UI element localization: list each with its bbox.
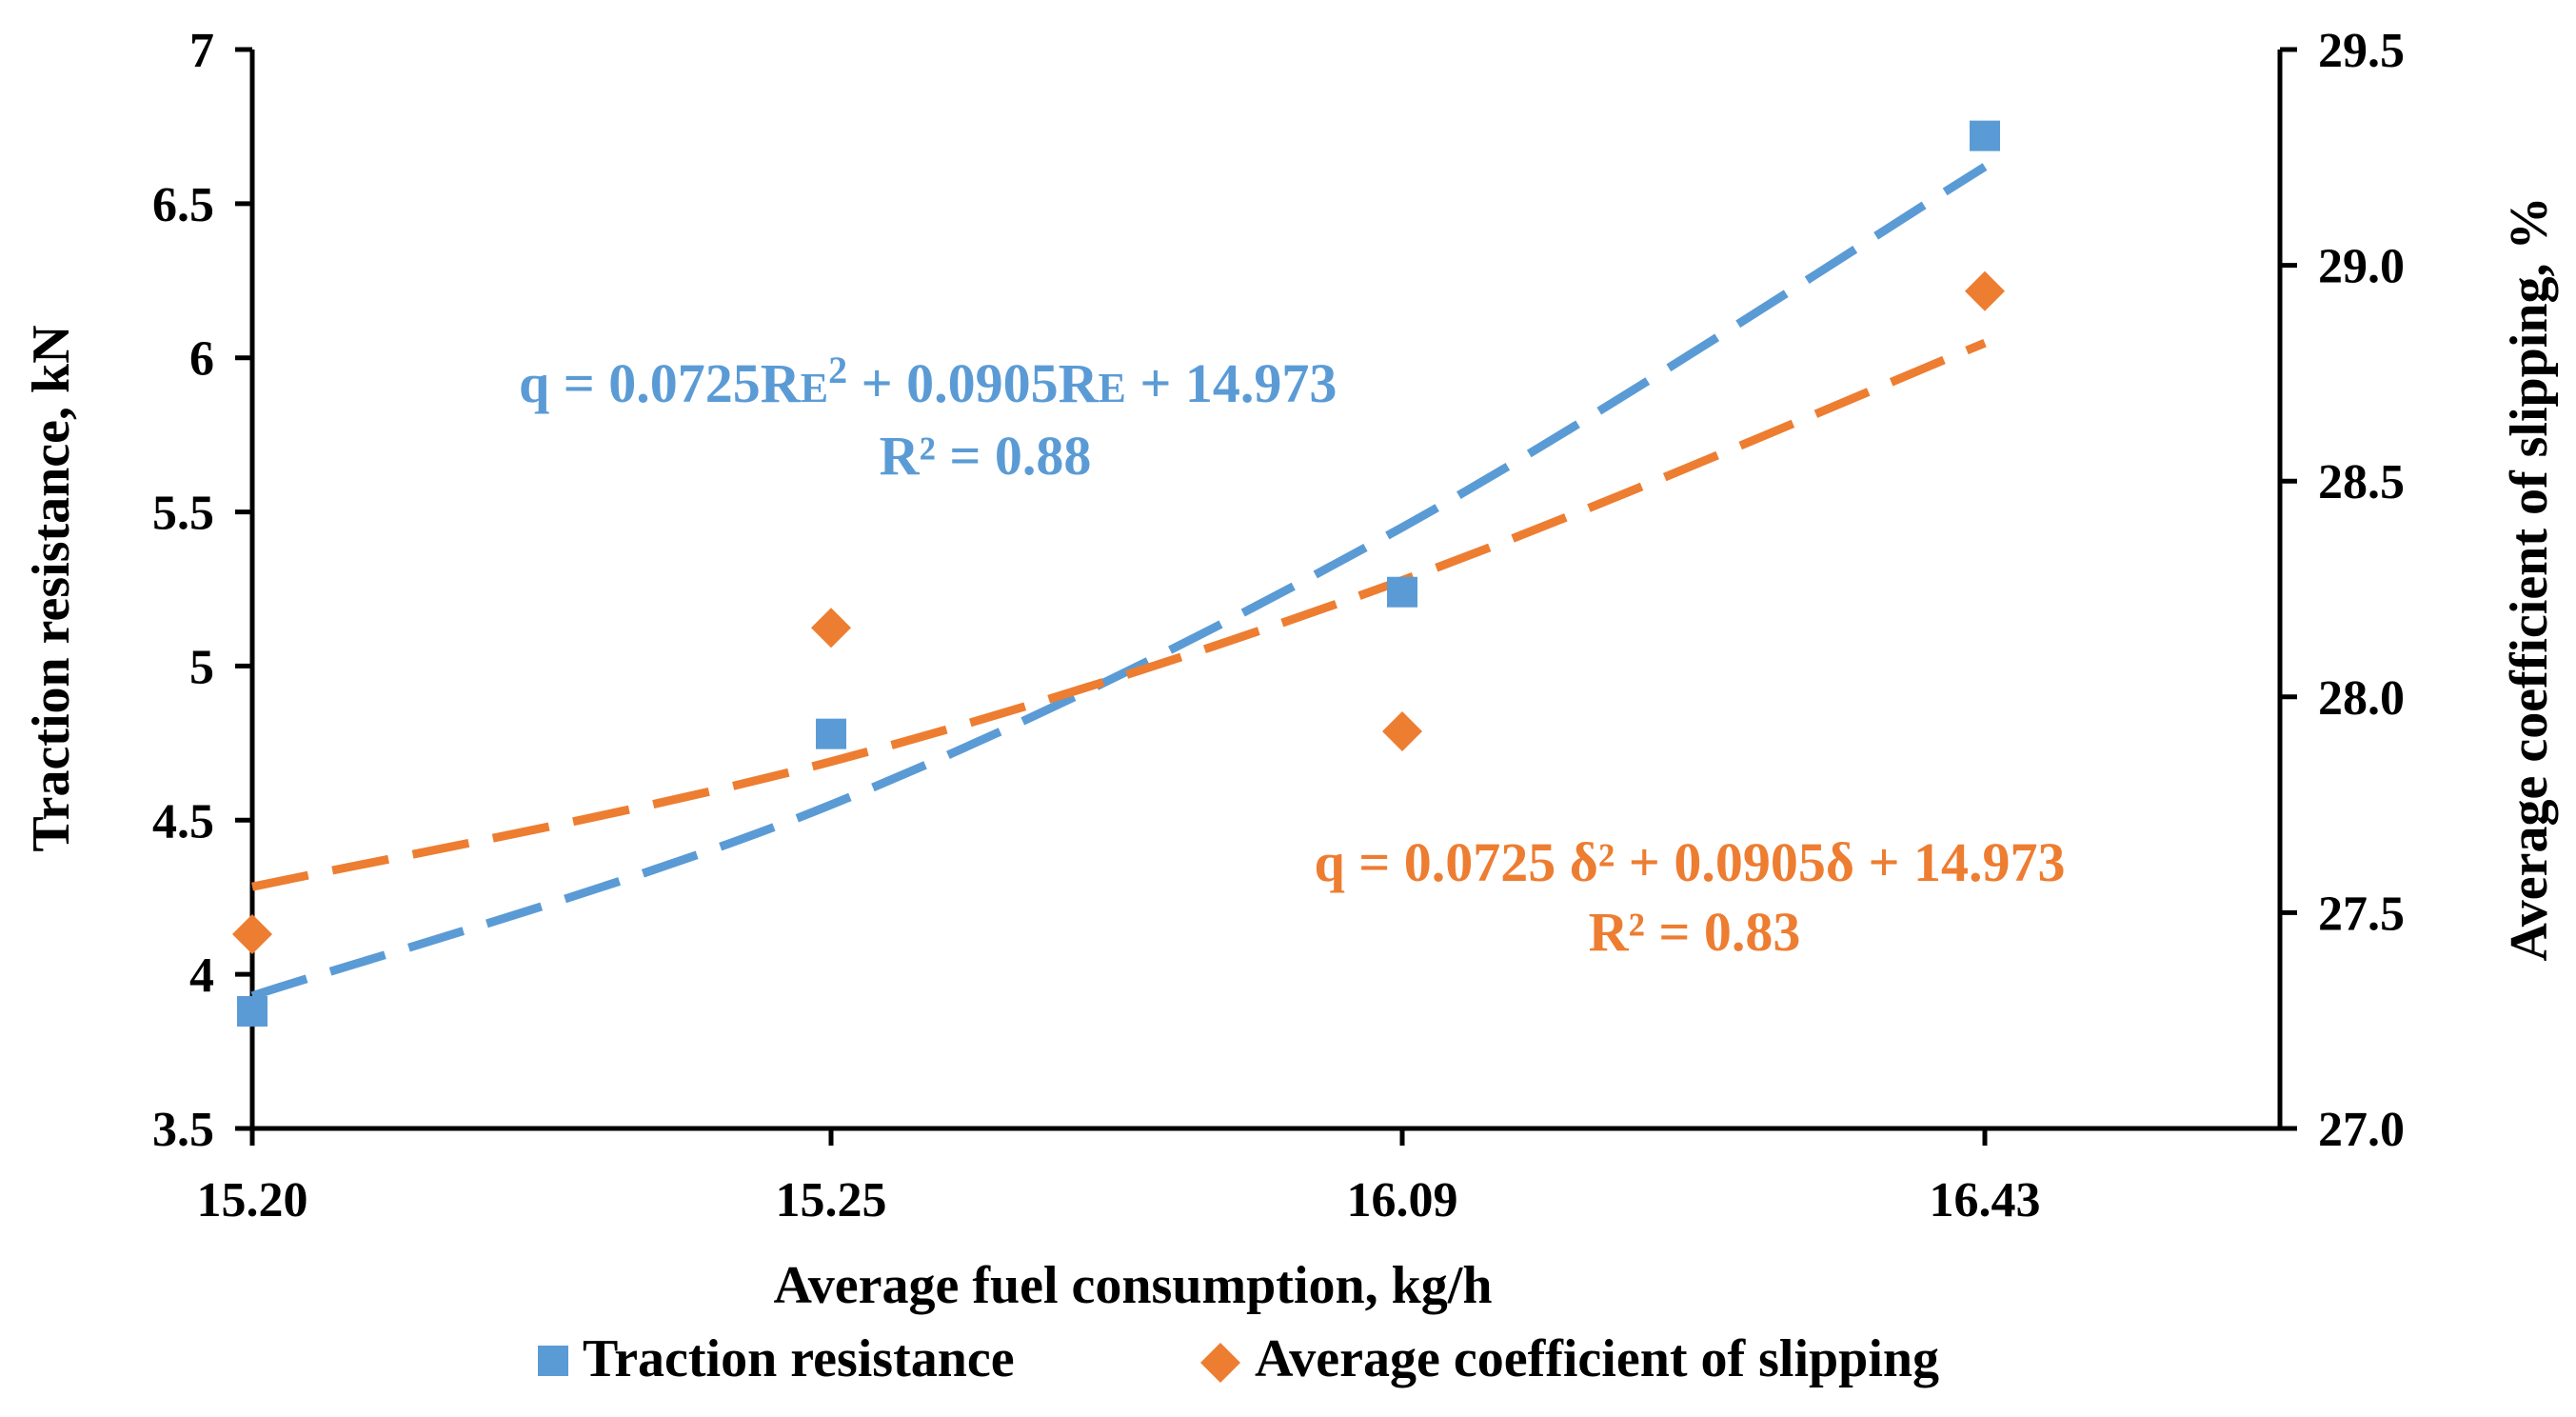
right-tick-label: 28.5 [2318,455,2405,509]
traction-equation-part2: + 0.0905R [847,352,1100,414]
traction-point [1970,120,2000,151]
legend-traction-marker [538,1346,568,1376]
left-tick-label: 6.5 [152,178,214,232]
x-tick-label: 15.20 [197,1173,308,1227]
legend-slipping-label: Average coefficient of slipping [1255,1329,1939,1388]
slipping-point [1965,270,2005,311]
right-tick-label: 27.0 [2318,1103,2405,1157]
traction-equation-sub1: E [801,365,828,411]
slipping-equation: q = 0.0725 δ² + 0.0905δ + 14.973 [1314,831,2065,893]
right-tick-label: 28.0 [2318,671,2405,726]
traction-equation-part1: q = 0.0725R [519,352,802,414]
right-tick-label: 29.0 [2318,240,2405,294]
left-y-ticks: 3.5 4 4.5 5 5.5 6 6.5 7 [152,24,252,1157]
x-ticks: 15.20 15.25 16.09 16.43 [197,1128,2041,1227]
trend-lines [250,163,1988,1001]
traction-point [237,995,268,1027]
traction-equation-sub2: E [1099,365,1126,411]
legend-traction-label: Traction resistance [583,1329,1015,1388]
left-tick-label: 5 [189,640,214,694]
left-y-axis-title: Traction resistance, kN [22,325,81,851]
x-tick-label: 16.09 [1347,1173,1458,1227]
slipping-point [1382,711,1422,752]
traction-point [1387,576,1417,608]
left-tick-label: 4 [189,948,214,1003]
x-tick-label: 16.43 [1930,1173,2041,1227]
left-tick-label: 6 [189,332,214,387]
right-tick-label: 27.5 [2318,887,2405,941]
legend-slipping-marker [1200,1343,1240,1383]
trend-line-slipping [251,339,1987,891]
x-axis-title: Average fuel consumption, kg/h [774,1256,1493,1315]
left-tick-label: 5.5 [152,487,214,541]
right-y-axis-title: Average coefficient of slipping, % [2500,196,2559,961]
x-tick-label: 15.25 [776,1173,887,1227]
left-tick-label: 4.5 [152,794,214,848]
data-points [232,120,2005,1027]
slipping-r2: R² = 0.83 [1589,901,1801,963]
left-tick-label: 3.5 [152,1103,214,1157]
traction-r2: R² = 0.88 [880,425,1092,487]
slipping-point [811,608,851,649]
traction-equation: q = 0.0725RE2 + 0.0905RE + 14.973 [519,349,1337,414]
traction-equation-part3: + 14.973 [1126,352,1338,414]
slipping-point [232,914,272,955]
right-tick-label: 29.5 [2318,24,2405,78]
right-y-ticks: 27.0 27.5 28.0 28.5 29.0 29.5 [2280,24,2405,1157]
traction-point [816,718,846,749]
left-tick-label: 7 [189,24,214,78]
traction-equation-sup: 2 [828,349,847,391]
